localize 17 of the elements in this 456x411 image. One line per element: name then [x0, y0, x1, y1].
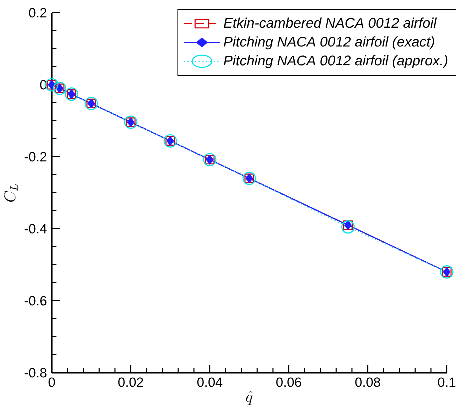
- y-axis-title: $C_L$: [4, 184, 18, 202]
- y-tick-label: -0.6: [24, 296, 47, 306]
- y-tick-label: 0.2: [29, 8, 47, 18]
- x-tick-label: 0.02: [118, 378, 144, 388]
- x-axis-title: $\hat{q}$: [246, 390, 253, 406]
- x-tick-label: 0: [48, 378, 56, 388]
- x-tick-label: 0.1: [438, 378, 456, 388]
- x-tick-label: 0.06: [276, 378, 302, 388]
- legend-label: Pitching NACA 0012 airfoil (approx.): [224, 55, 448, 68]
- legend-label: Etkin-cambered NACA 0012 airfoil: [224, 18, 438, 28]
- y-tick-label: -0.2: [24, 152, 47, 162]
- y-tick-label: -0.4: [24, 224, 47, 234]
- y-tick-label: -0.8: [24, 368, 47, 378]
- x-tick-label: 0.04: [198, 378, 223, 388]
- legend-label: Pitching NACA 0012 airfoil (exact): [224, 36, 434, 50]
- point: [342, 220, 355, 234]
- x-tick-label: 0.08: [356, 378, 380, 388]
